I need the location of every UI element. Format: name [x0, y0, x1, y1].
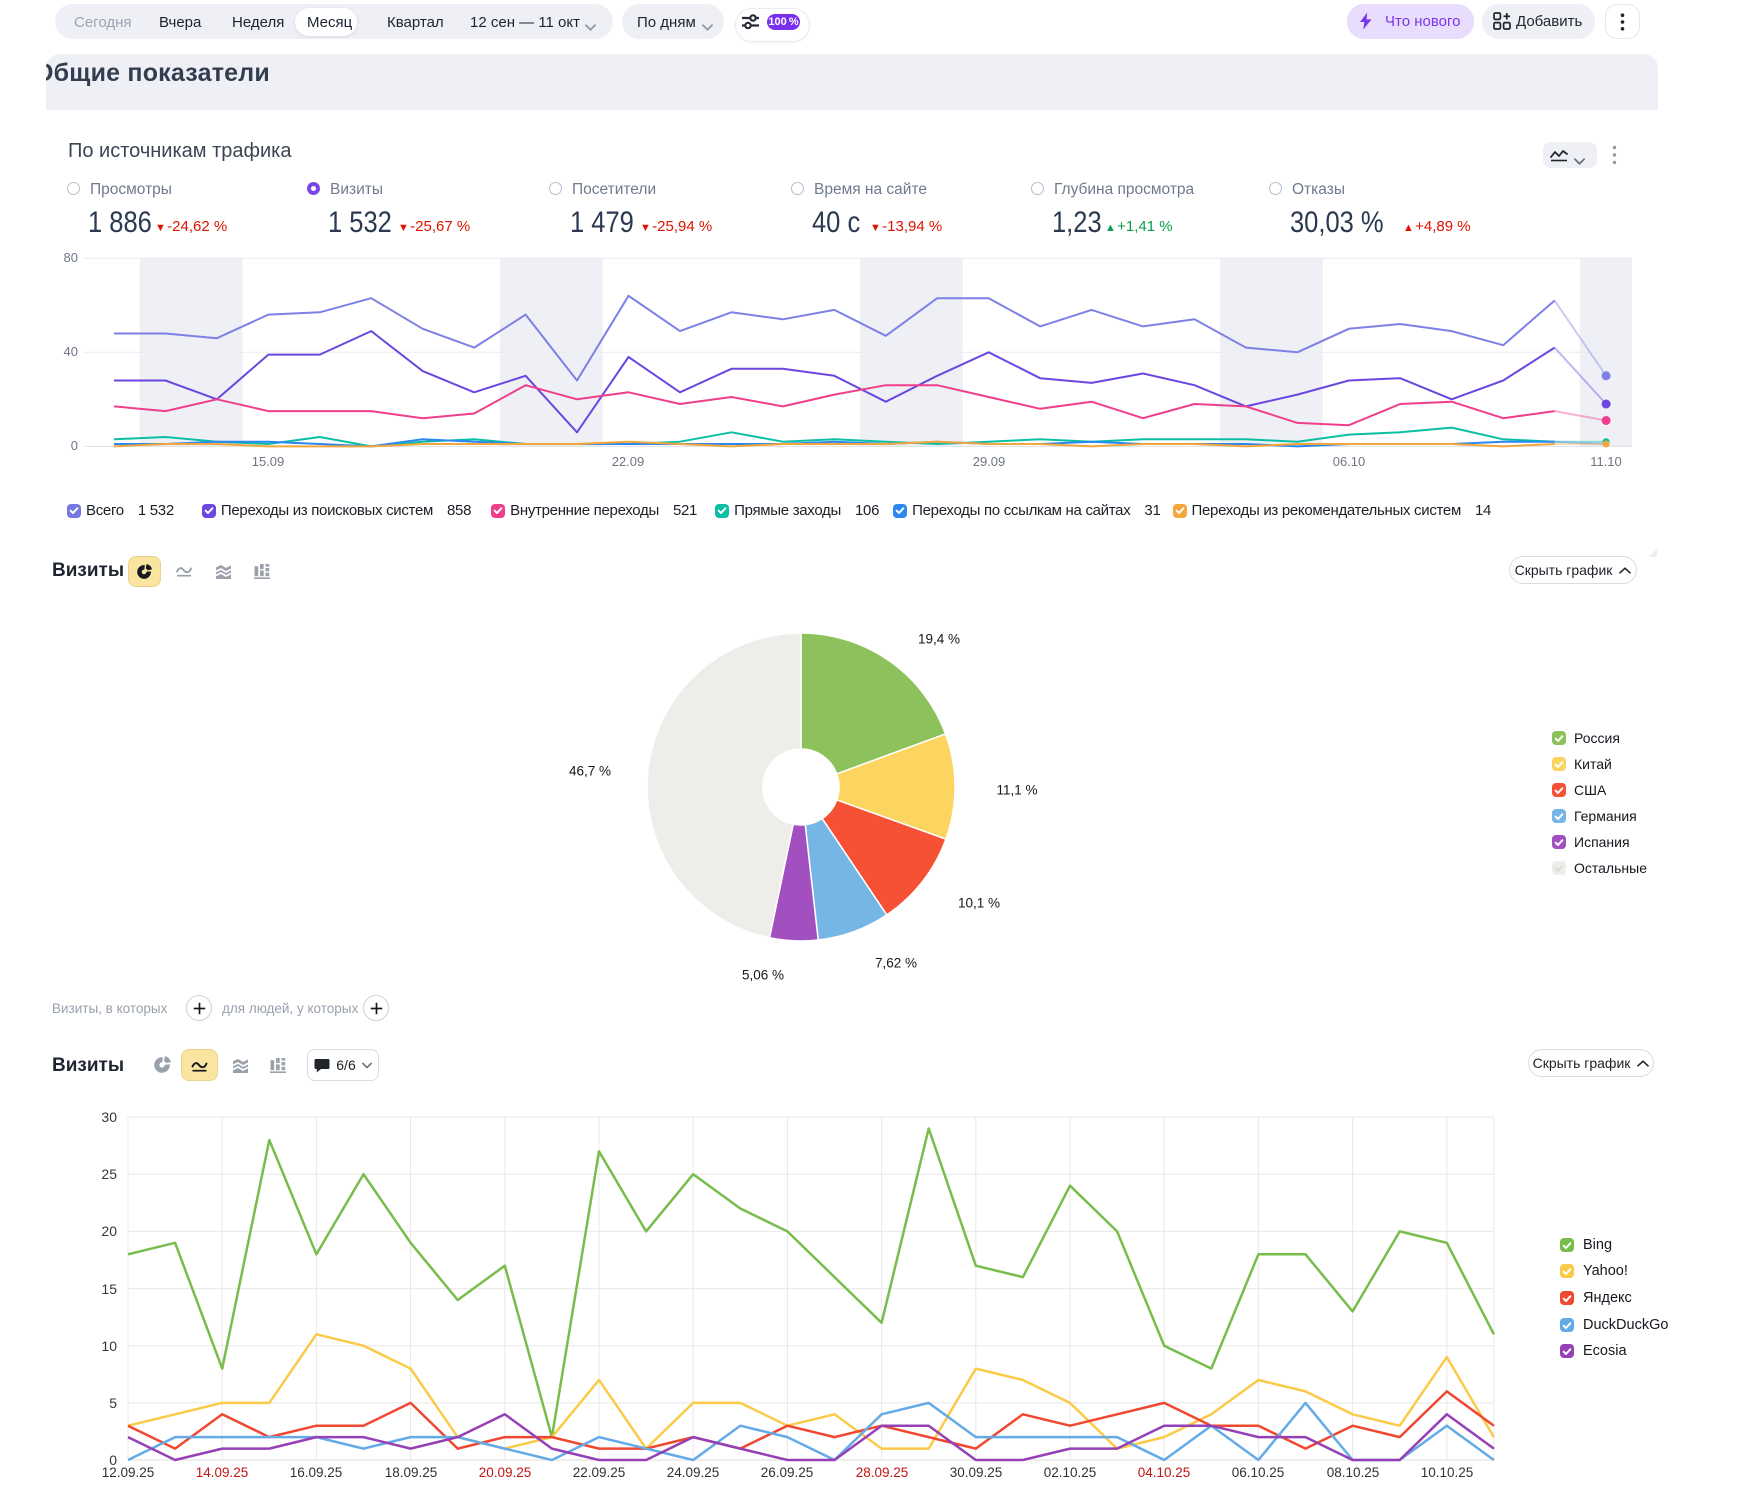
svg-text:20: 20 [101, 1223, 117, 1239]
svg-text:24.09.25: 24.09.25 [667, 1465, 720, 1480]
svg-text:16.09.25: 16.09.25 [290, 1465, 343, 1480]
svg-text:18.09.25: 18.09.25 [385, 1465, 438, 1480]
svg-text:10: 10 [101, 1338, 117, 1354]
svg-text:08.10.25: 08.10.25 [1327, 1465, 1380, 1480]
svg-text:15: 15 [101, 1281, 117, 1297]
svg-text:29.09: 29.09 [973, 454, 1006, 469]
svg-text:04.10.25: 04.10.25 [1138, 1465, 1191, 1480]
svg-text:5: 5 [109, 1395, 117, 1411]
svg-text:30: 30 [101, 1109, 117, 1125]
svg-text:80: 80 [64, 250, 78, 265]
svg-text:28.09.25: 28.09.25 [856, 1465, 909, 1480]
svg-text:30.09.25: 30.09.25 [950, 1465, 1003, 1480]
svg-text:22.09: 22.09 [612, 454, 645, 469]
svg-text:40: 40 [64, 344, 78, 359]
svg-text:06.10: 06.10 [1333, 454, 1366, 469]
svg-text:14.09.25: 14.09.25 [196, 1465, 249, 1480]
svg-text:25: 25 [101, 1166, 117, 1182]
svg-text:11.10: 11.10 [1590, 454, 1622, 469]
svg-text:02.10.25: 02.10.25 [1044, 1465, 1097, 1480]
svg-text:20.09.25: 20.09.25 [479, 1465, 532, 1480]
svg-text:26.09.25: 26.09.25 [761, 1465, 814, 1480]
svg-text:06.10.25: 06.10.25 [1232, 1465, 1285, 1480]
svg-text:15.09: 15.09 [252, 454, 285, 469]
svg-text:10.10.25: 10.10.25 [1421, 1465, 1474, 1480]
svg-text:0: 0 [109, 1452, 117, 1468]
svg-text:22.09.25: 22.09.25 [573, 1465, 626, 1480]
svg-text:0: 0 [71, 438, 78, 453]
svg-text:12.09.25: 12.09.25 [102, 1465, 155, 1480]
